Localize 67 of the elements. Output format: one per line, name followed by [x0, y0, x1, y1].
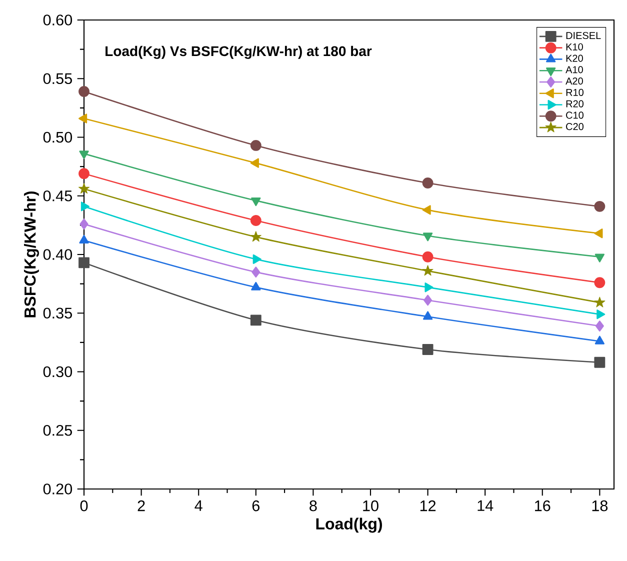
text: Load(Kg) Vs BSFC(Kg/KW-hr) at 180 bar — [106, 46, 372, 59]
point — [594, 277, 606, 288]
point — [250, 215, 262, 226]
legend-label: K20 — [566, 54, 583, 62]
legend-label: DIESEL — [566, 32, 601, 40]
point — [594, 200, 606, 212]
legend-label: R10 — [566, 88, 584, 96]
point — [250, 231, 262, 242]
point — [78, 114, 88, 124]
y-tick-label: 0.25 — [43, 424, 72, 436]
point — [594, 228, 603, 238]
x-tick-label: 14 — [478, 500, 494, 511]
x-tick-label: 0 — [80, 500, 88, 512]
x-tick-label: 10 — [363, 500, 378, 512]
legend-label: A10 — [566, 66, 583, 74]
point — [594, 296, 606, 308]
point — [594, 356, 606, 368]
point — [252, 266, 260, 278]
point — [250, 140, 262, 151]
point — [80, 218, 88, 230]
y-tick-label: 0.20 — [43, 484, 72, 494]
point — [422, 178, 434, 188]
point — [422, 344, 434, 355]
point — [252, 254, 262, 264]
point — [250, 158, 259, 168]
point — [595, 320, 604, 332]
legend-label: R20 — [566, 100, 584, 108]
point — [250, 314, 262, 326]
point — [594, 254, 605, 262]
point — [78, 257, 90, 268]
x-tick-label: 18 — [592, 500, 608, 512]
point — [422, 311, 433, 320]
point — [596, 309, 606, 320]
legend-label: C20 — [566, 123, 584, 130]
y-tick-label: 0.55 — [43, 73, 72, 84]
point — [78, 168, 90, 180]
legend-label: C10 — [566, 112, 584, 119]
point — [80, 202, 90, 212]
point — [422, 265, 434, 276]
legend-label: K10 — [566, 43, 583, 50]
point — [422, 205, 431, 215]
x-tick-label: 4 — [194, 500, 202, 511]
y-tick-label: 0.30 — [43, 366, 72, 378]
point — [78, 86, 90, 97]
legend-label: A20 — [566, 78, 583, 85]
y-tick-label: 0.60 — [43, 14, 72, 26]
x-tick-label: 8 — [310, 500, 317, 512]
x-tick-label: 12 — [420, 500, 436, 512]
y-axis-title: BSFC(Kg/KW-hr) — [24, 191, 39, 318]
y-tick-label: 0.45 — [43, 190, 72, 202]
y-tick-label: 0.50 — [43, 132, 72, 143]
x-tick-label: 2 — [138, 500, 145, 512]
point — [422, 232, 433, 242]
y-tick-label: 0.35 — [43, 308, 72, 319]
point — [594, 336, 605, 344]
x-axis-title: Load(kg) — [316, 518, 382, 533]
point — [78, 183, 90, 194]
point — [424, 282, 434, 292]
point — [422, 251, 434, 262]
y-tick-label: 0.40 — [43, 249, 72, 260]
x-tick-label: 16 — [535, 500, 550, 512]
point — [79, 150, 89, 160]
point — [251, 282, 261, 290]
point — [79, 234, 89, 244]
x-tick-label: 6 — [252, 500, 260, 512]
point — [251, 197, 261, 206]
point — [424, 294, 432, 306]
